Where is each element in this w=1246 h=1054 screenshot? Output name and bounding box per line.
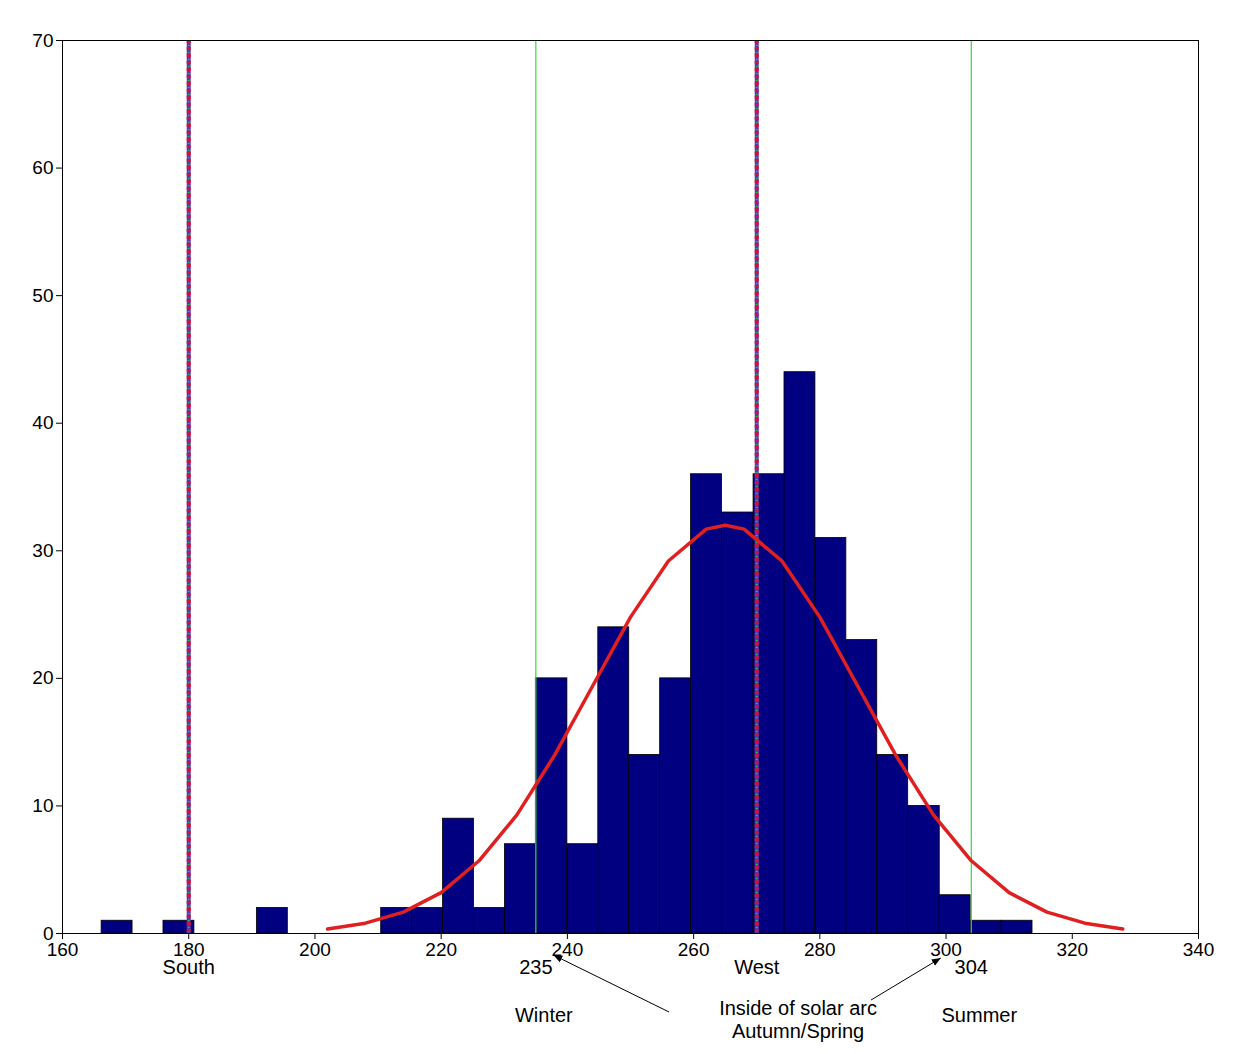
svg-text:Inside of solar arc: Inside of solar arc <box>719 997 877 1019</box>
svg-text:300: 300 <box>930 939 962 960</box>
svg-text:220: 220 <box>425 939 457 960</box>
svg-text:60: 60 <box>32 157 53 178</box>
svg-text:20: 20 <box>32 667 53 688</box>
svg-text:10: 10 <box>32 795 53 816</box>
svg-text:Winter: Winter <box>515 1004 573 1026</box>
svg-text:235: 235 <box>519 956 552 978</box>
svg-text:280: 280 <box>804 939 836 960</box>
svg-text:40: 40 <box>32 412 53 433</box>
svg-text:South: South <box>163 956 215 978</box>
svg-text:340: 340 <box>1183 939 1215 960</box>
svg-text:180: 180 <box>172 939 205 960</box>
svg-text:30: 30 <box>32 540 53 561</box>
svg-text:160: 160 <box>47 939 79 960</box>
svg-text:70: 70 <box>32 30 53 51</box>
svg-text:50: 50 <box>32 285 53 306</box>
svg-text:240: 240 <box>551 939 584 960</box>
svg-text:320: 320 <box>1056 939 1088 960</box>
svg-text:200: 200 <box>299 939 331 960</box>
svg-text:West: West <box>734 956 780 978</box>
svg-text:0: 0 <box>42 922 54 944</box>
svg-text:304: 304 <box>955 956 988 978</box>
svg-text:Summer: Summer <box>942 1004 1018 1026</box>
svg-text:260: 260 <box>678 939 710 960</box>
svg-text:Autumn/Spring: Autumn/Spring <box>732 1020 864 1042</box>
